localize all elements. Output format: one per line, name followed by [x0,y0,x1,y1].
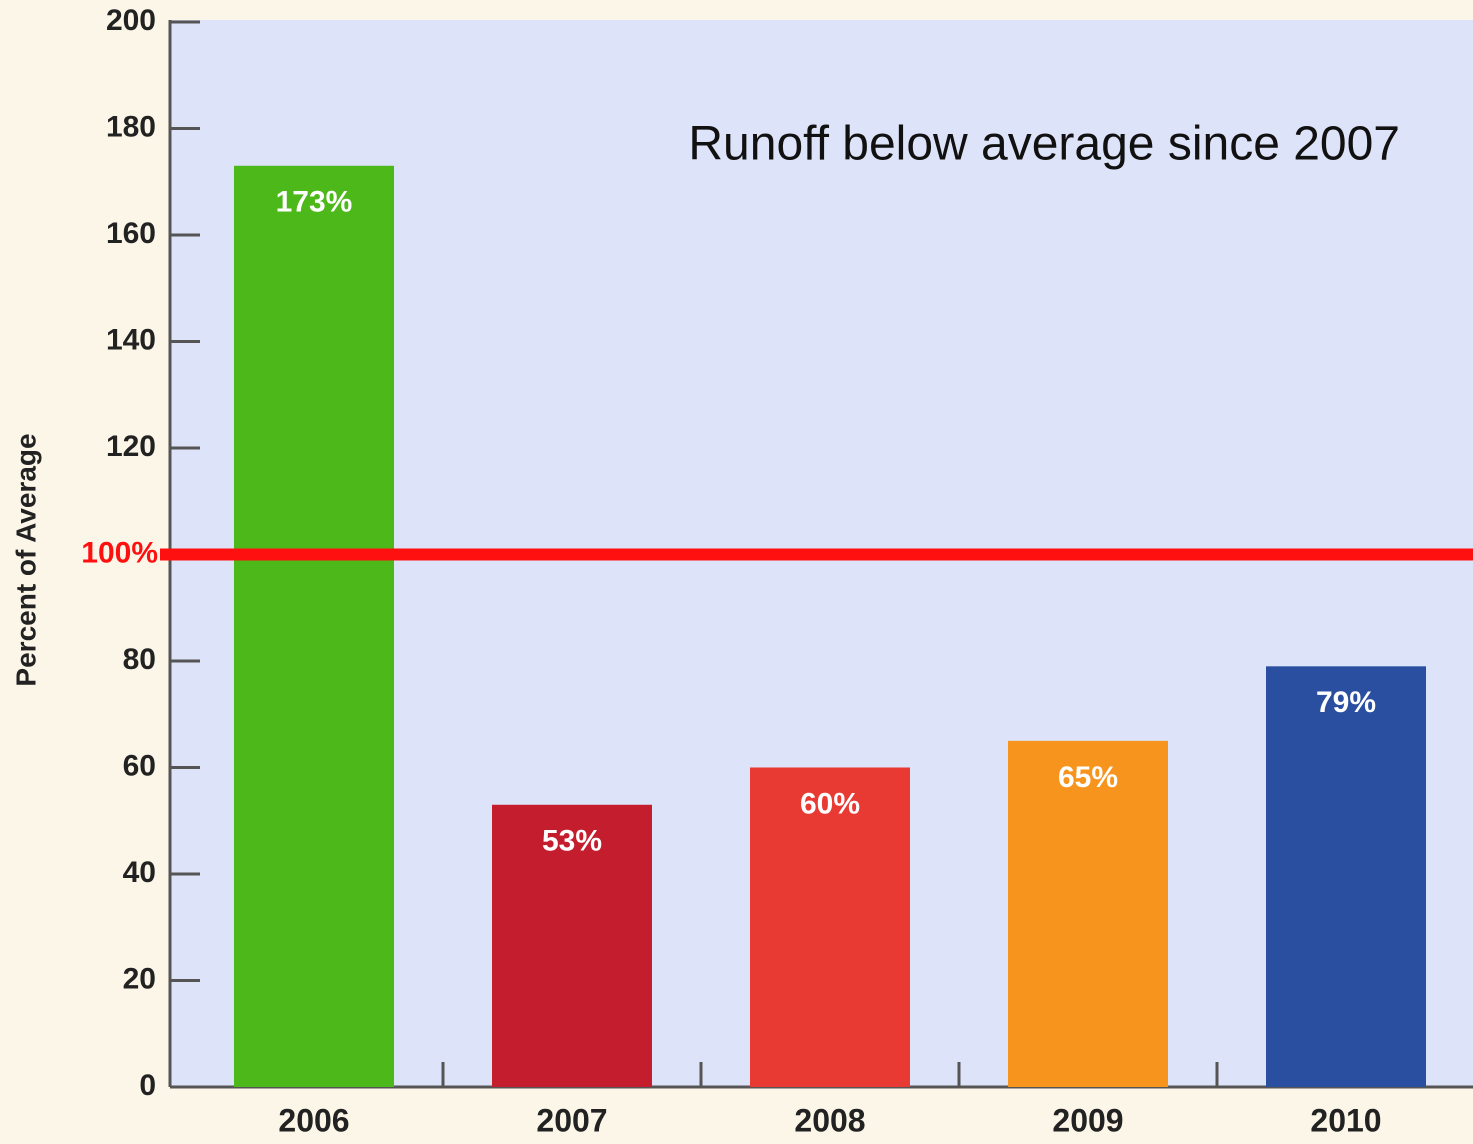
y-tick-label: 160 [106,217,156,250]
bar [1266,666,1426,1087]
y-tick-label: 180 [106,110,156,143]
y-tick-label: 80 [123,643,156,676]
bar [492,804,652,1087]
value-label: 79% [1316,686,1376,719]
y-tick-label: 200 [106,4,156,37]
x-tick-label: 2006 [278,1102,349,1138]
y-tick-label: 20 [123,962,156,995]
value-label: 53% [542,825,602,858]
y-tick-label: 0 [139,1069,156,1102]
reference-label: 100% [81,536,158,569]
y-tick-label: 40 [123,856,156,889]
bar [1008,740,1168,1087]
y-axis-label: Percent of Average [10,433,41,686]
value-label: 65% [1058,761,1118,794]
x-tick-label: 2008 [794,1102,865,1138]
value-label: 173% [276,186,353,219]
bar [750,767,910,1087]
annotation: Runoff below average since 2007 [688,118,1400,171]
y-tick-label: 60 [123,749,156,782]
y-tick-label: 120 [106,430,156,463]
y-tick-label: 140 [106,323,156,356]
bar [234,165,394,1087]
x-tick-label: 2009 [1052,1102,1123,1138]
x-tick-label: 2007 [536,1102,607,1138]
x-tick-label: 2010 [1310,1102,1381,1138]
value-label: 60% [800,787,860,820]
